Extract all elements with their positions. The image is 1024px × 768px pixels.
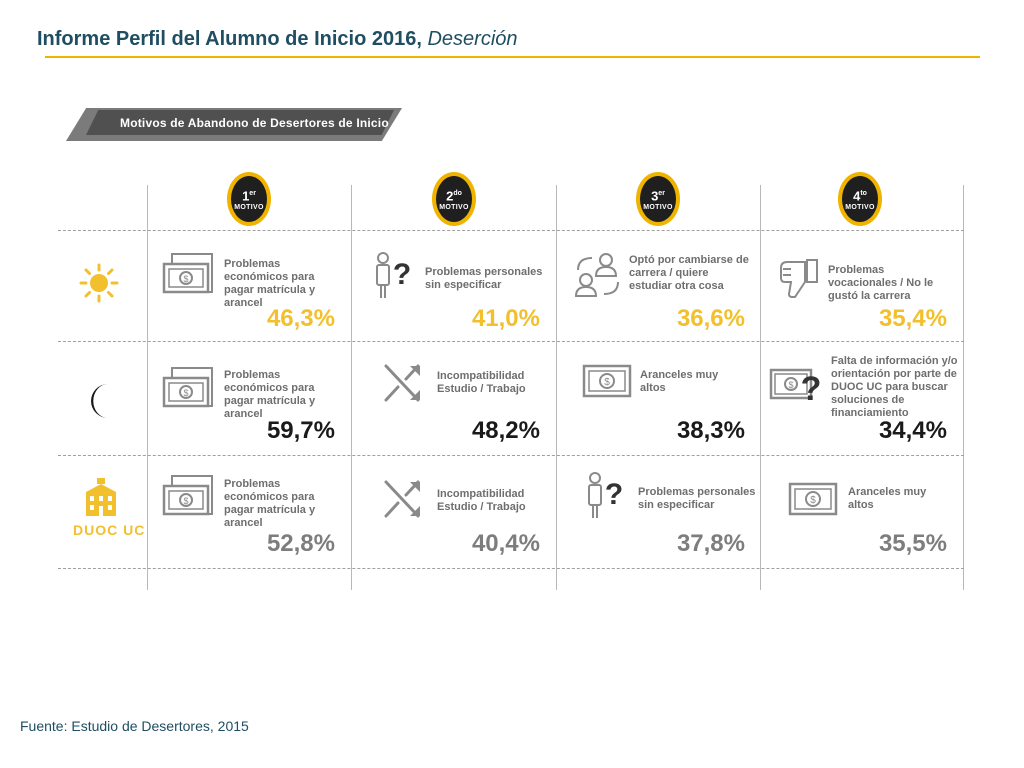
grid-vline [351, 185, 352, 590]
svg-text:?: ? [605, 478, 623, 511]
cell-percentage: 35,4% [878, 305, 947, 332]
motivo-badge-2: 2do MOTIVO [432, 172, 476, 226]
badge-label: MOTIVO [234, 204, 264, 212]
money-icon: $ [162, 367, 213, 408]
svg-text:$: $ [604, 377, 610, 388]
grid-hline [58, 455, 964, 456]
cell-label: Problemas económicos para pagar matrícul… [224, 258, 316, 309]
cell-label: Aranceles muy altos [640, 369, 719, 394]
badge-suffix: er [249, 189, 256, 197]
moon-icon [91, 384, 108, 418]
grid-hline [58, 341, 964, 342]
person-question-icon: ? [376, 252, 411, 298]
badge-label: MOTIVO [439, 204, 469, 212]
page-title-emphasis: Deserción [427, 28, 518, 50]
page-title: Informe Perfil del Alumno de Inicio 2016… [37, 28, 518, 51]
svg-text:$: $ [183, 496, 188, 506]
cell-percentage: 38,3% [676, 417, 745, 444]
motivo-badge-4: 4to MOTIVO [838, 172, 882, 226]
duoc-logo-text: DUOC UC [73, 522, 146, 538]
badge-label: MOTIVO [845, 204, 875, 212]
grid-vline [556, 185, 557, 590]
grid-hline [58, 568, 964, 569]
badge-label: MOTIVO [643, 204, 673, 212]
svg-text:$: $ [183, 274, 188, 284]
cell-percentage: 59,7% [266, 417, 335, 444]
person-question-icon: ? [588, 472, 623, 518]
cell-percentage: 37,8% [676, 530, 745, 557]
grid-vline [963, 185, 964, 590]
cell-percentage: 40,4% [471, 530, 540, 557]
cell-percentage: 48,2% [471, 417, 540, 444]
cell-percentage: 52,8% [266, 530, 335, 557]
badge-suffix: to [860, 189, 867, 197]
motivo-badge-3: 3er MOTIVO [636, 172, 680, 226]
svg-text:$: $ [788, 380, 793, 390]
motivo-badge-1: 1er MOTIVO [227, 172, 271, 226]
badge-number: 2 [446, 188, 454, 204]
page-title-main: Informe Perfil del Alumno de Inicio 2016… [37, 28, 422, 50]
cell-label: Optó por cambiarse de carrera / quiere e… [629, 254, 749, 292]
grid-vline [760, 185, 761, 590]
cell-percentage: 41,0% [471, 305, 540, 332]
badge-number: 4 [853, 188, 861, 204]
svg-text:?: ? [393, 258, 411, 291]
cell-label: Falta de información y/o orientación por… [831, 355, 958, 419]
cell-label: Incompatibilidad Estudio / Trabajo [437, 370, 526, 395]
svg-text:?: ? [801, 370, 822, 408]
header-divider [45, 56, 980, 58]
cell-percentage: 46,3% [266, 305, 335, 332]
cell-percentage: 34,4% [878, 417, 947, 444]
money-icon: $ [788, 482, 838, 516]
duoc-logo-icon [86, 478, 116, 516]
grid-hline [58, 230, 964, 231]
cell-label: Problemas personales sin especificar [638, 486, 756, 511]
source-footnote: Fuente: Estudio de Desertores, 2015 [20, 718, 249, 734]
money-icon: $ [162, 475, 213, 516]
money-icon: $ [582, 364, 632, 398]
money-question-icon: $ ? [769, 368, 822, 408]
svg-text:$: $ [810, 495, 816, 506]
money-icon: $ [162, 253, 213, 294]
cell-percentage: 36,6% [676, 305, 745, 332]
svg-text:$: $ [183, 388, 188, 398]
table-banner-title: Motivos de Abandono de Desertores de Ini… [120, 116, 389, 130]
shuffle-icon [384, 364, 420, 402]
sun-icon [79, 263, 119, 303]
badge-suffix: er [658, 189, 665, 197]
shuffle-icon [384, 480, 420, 518]
cell-label: Problemas económicos para pagar matrícul… [224, 478, 316, 529]
cell-percentage: 35,5% [878, 530, 947, 557]
cell-label: Incompatibilidad Estudio / Trabajo [437, 488, 526, 513]
grid-vline [147, 185, 148, 590]
cell-label: Problemas personales sin especificar [425, 266, 543, 291]
people-swap-icon [574, 253, 619, 297]
badge-number: 1 [242, 188, 250, 204]
cell-label: Problemas económicos para pagar matrícul… [224, 369, 316, 420]
badge-number: 3 [651, 188, 659, 204]
cell-label: Problemas vocacionales / No le gustó la … [828, 264, 934, 302]
thumbs-down-icon [780, 259, 818, 298]
table-banner-inner [86, 110, 394, 135]
cell-label: Aranceles muy altos [848, 486, 927, 511]
badge-suffix: do [453, 189, 462, 197]
